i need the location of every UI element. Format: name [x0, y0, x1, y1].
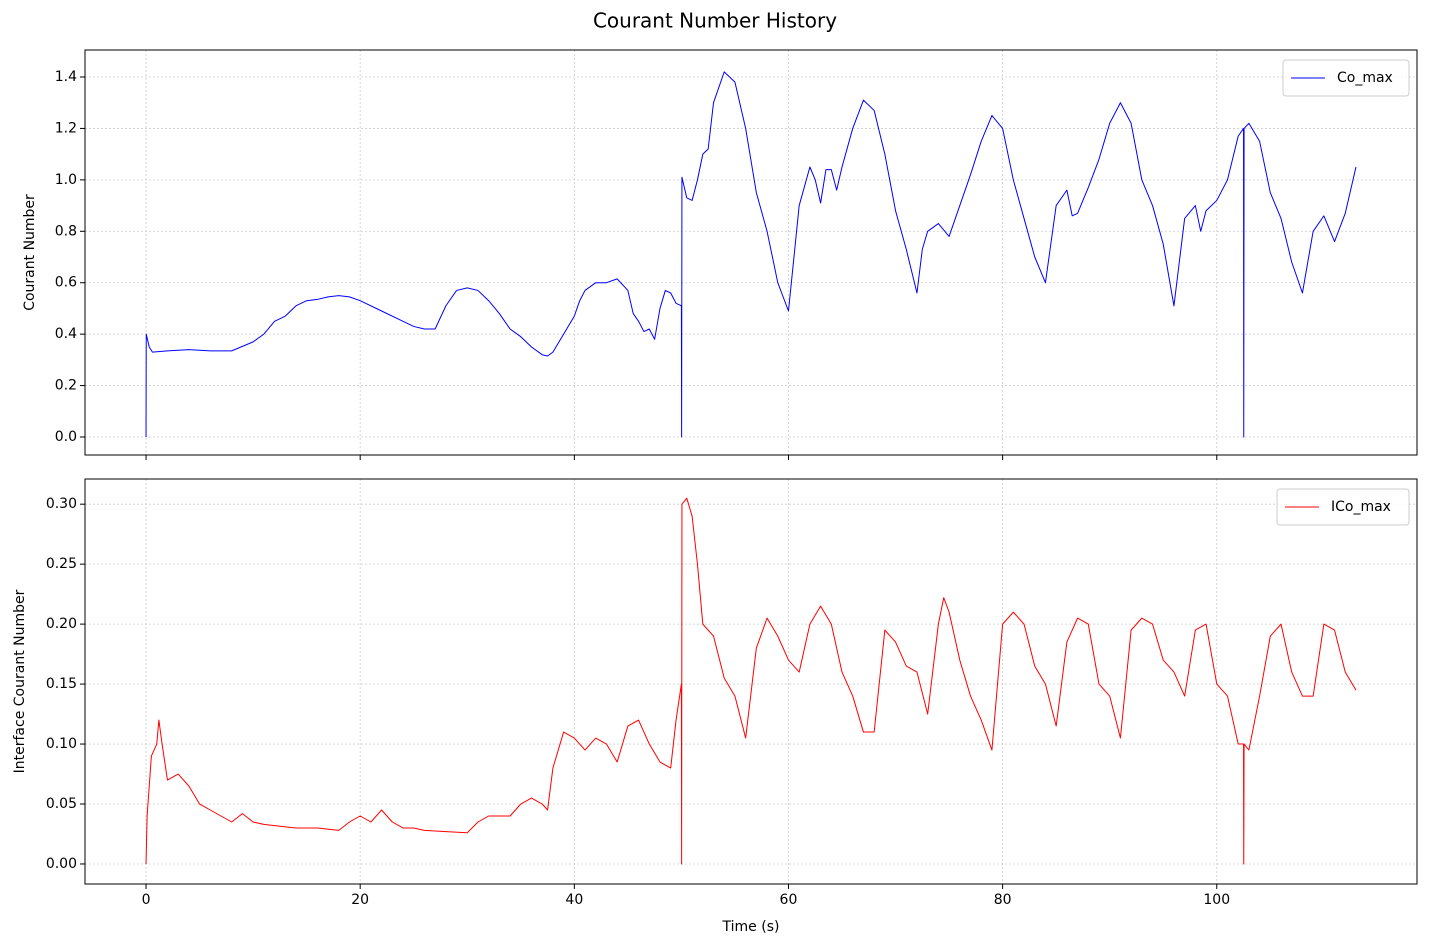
x-tick-label: 20	[351, 892, 369, 908]
legend: Co_max	[1282, 59, 1410, 97]
y-tick-label: 0.6	[55, 275, 77, 291]
data-line	[145, 497, 1357, 865]
figure-title: Courant Number History	[593, 9, 837, 33]
y-tick-label: 0.00	[46, 856, 77, 872]
x-axis-label: Time (s)	[722, 919, 780, 935]
y-axis-label: Courant Number	[22, 194, 38, 311]
x-tick-label: 60	[780, 892, 798, 908]
y-tick-label: 0.4	[55, 326, 77, 342]
data-line	[145, 71, 1357, 438]
x-tick-label: 40	[565, 892, 583, 908]
y-tick-label: 0.25	[46, 556, 77, 572]
y-tick-label: 1.2	[55, 120, 77, 136]
plot-frame	[84, 49, 1418, 456]
y-tick-label: 0.15	[46, 676, 77, 692]
x-tick-label: 100	[1203, 892, 1230, 908]
y-tick-label: 1.4	[55, 69, 77, 85]
y-tick-label: 0.30	[46, 496, 77, 512]
x-tick-label: 80	[994, 892, 1012, 908]
legend-label: ICo_max	[1331, 499, 1391, 515]
y-tick-label: 0.05	[46, 796, 77, 812]
y-tick-label: 1.0	[55, 172, 77, 188]
legend-frame	[1276, 488, 1410, 526]
legend: ICo_max	[1276, 488, 1410, 526]
y-tick-label: 0.8	[55, 223, 77, 239]
y-tick-label: 0.10	[46, 736, 77, 752]
x-tick-label: 0	[142, 892, 151, 908]
y-tick-label: 0.2	[55, 378, 77, 394]
plot-frame	[84, 478, 1418, 885]
y-tick-label: 0.20	[46, 616, 77, 632]
legend-label: Co_max	[1337, 70, 1393, 86]
legend-frame	[1282, 59, 1410, 97]
y-tick-label: 0.0	[55, 429, 77, 445]
y-axis-label: Interface Courant Number	[12, 589, 28, 773]
